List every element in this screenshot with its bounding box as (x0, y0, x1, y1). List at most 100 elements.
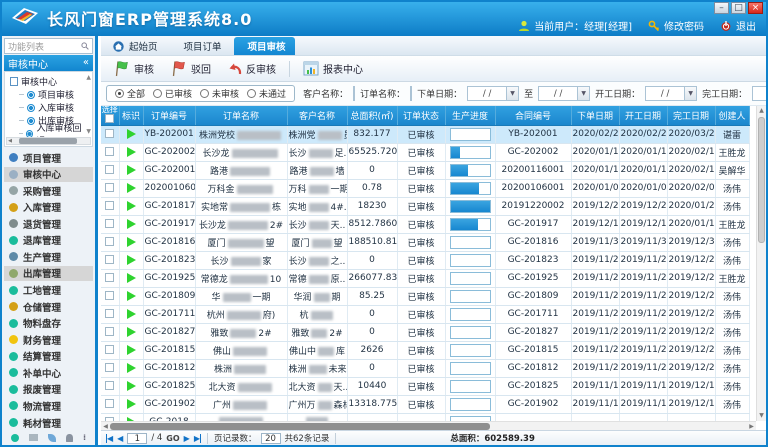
page-size-input[interactable]: 20 (260, 432, 281, 444)
column-status[interactable]: 订单状态 (397, 106, 446, 126)
column-select[interactable]: 选择 (101, 106, 120, 126)
scroll-left-icon[interactable]: ◀ (103, 422, 108, 430)
status-radio[interactable]: 未审核 (200, 87, 239, 100)
status-radio[interactable]: 全部 (115, 87, 145, 100)
tree-root-item[interactable]: 审核中心 (10, 75, 83, 88)
tree-item[interactable]: 项目审核 (19, 88, 83, 101)
select-all-checkbox[interactable] (105, 114, 115, 124)
row-checkbox[interactable] (105, 273, 115, 282)
sidebar-menu-item[interactable]: 物料盘存 (4, 316, 93, 331)
column-order-no[interactable]: 订单编号 (143, 106, 196, 126)
scroll-up-icon[interactable]: ▲ (759, 107, 764, 114)
column-customer[interactable]: 客户名称 (287, 106, 348, 126)
order-row[interactable]: GC-201902 广州 广州万森林 13318.775 已审核 GC-2019… (101, 395, 750, 414)
order-row[interactable]: GC-201825 北大资 北大资 天.. 10440 已审核 GC-201825… (101, 377, 750, 396)
sidebar-menu-item[interactable]: 项目管理 (4, 150, 93, 165)
status-radio[interactable]: 未通过 (247, 87, 286, 100)
last-page-button[interactable]: ▶ (193, 433, 201, 443)
scroll-left-icon[interactable]: ◀ (8, 138, 12, 144)
order-name-input[interactable] (410, 86, 413, 101)
row-checkbox[interactable] (105, 345, 115, 354)
more-icon[interactable]: ⁞ (82, 432, 87, 442)
minimize-button[interactable]: – (714, 2, 729, 14)
order-date-to-input[interactable]: / / ▼ (538, 86, 591, 101)
sidebar-menu-item[interactable]: 报废管理 (4, 382, 93, 397)
order-row[interactable]: GC-201816 厦门望 厦门望 188510.818 已审核 GC-2018… (101, 233, 750, 252)
row-checkbox[interactable] (105, 363, 115, 372)
go-button[interactable]: GO (166, 433, 180, 443)
sidebar-menu-item[interactable]: 结算管理 (4, 349, 93, 364)
scroll-down-icon[interactable]: ▼ (759, 412, 764, 419)
sidebar-menu-item[interactable]: 补单中心 (4, 365, 93, 380)
next-page-button[interactable]: ▶ (183, 433, 190, 443)
order-date-from-input[interactable]: / / ▼ (467, 86, 520, 101)
vertical-scrollbar[interactable]: ▲ ▼ (756, 106, 766, 421)
prev-page-button[interactable]: ◀ (117, 433, 124, 443)
column-start-date[interactable]: 开工日期 (619, 106, 668, 126)
reject-button[interactable]: 驳回 (163, 58, 218, 79)
calendar-dropdown-icon[interactable]: ▼ (506, 87, 519, 100)
calendar-dropdown-icon[interactable]: ▼ (684, 87, 697, 100)
row-checkbox[interactable] (105, 255, 115, 264)
order-row[interactable]: GC-202001 路港 路港墙 0 已审核 20200116001 2020/… (101, 161, 750, 180)
sidebar-menu-item[interactable]: 耗材管理 (4, 415, 93, 430)
column-contract-no[interactable]: 合同编号 (495, 106, 572, 126)
tab[interactable]: 起始页 × (104, 37, 167, 55)
column-order-date[interactable]: 下单日期 (571, 106, 620, 126)
scroll-thumb[interactable] (19, 138, 78, 144)
vertical-scroll-thumb[interactable] (758, 117, 765, 243)
cart-icon[interactable] (28, 434, 38, 441)
scroll-right-icon[interactable]: ▶ (749, 422, 754, 430)
calendar-dropdown-icon[interactable]: ▼ (577, 87, 590, 100)
row-checkbox[interactable] (105, 327, 115, 336)
order-row[interactable]: YB-202001 株洲党校 株洲党员.. 832.177 已审核 YB-202… (101, 125, 750, 144)
horizontal-scroll-thumb[interactable] (110, 422, 490, 430)
collapse-icon[interactable]: « (82, 57, 89, 68)
leaf-icon[interactable] (47, 433, 56, 442)
sidebar-menu-item[interactable]: 仓储管理 (4, 299, 93, 314)
row-checkbox[interactable] (105, 381, 115, 390)
close-button[interactable]: × (748, 2, 763, 14)
sidebar-menu-item[interactable]: 退货管理 (4, 216, 93, 231)
radio-icon[interactable] (115, 89, 124, 98)
column-flag[interactable]: 标识 (119, 106, 144, 126)
row-checkbox[interactable] (105, 309, 115, 318)
person-icon[interactable] (65, 433, 73, 442)
page-number-input[interactable]: 1 (127, 432, 148, 444)
sidebar-menu-item[interactable]: 审核中心 (4, 166, 93, 182)
customer-name-input[interactable] (353, 86, 356, 101)
column-creator[interactable]: 创建人 (715, 106, 750, 126)
radio-icon[interactable] (153, 89, 163, 98)
column-progress[interactable]: 生产进度 (445, 106, 496, 126)
row-checkbox[interactable] (105, 201, 115, 210)
order-row[interactable]: GC-201815 佛山 佛山中库 2626 已审核 GC-201815 201… (101, 341, 750, 360)
row-checkbox[interactable] (105, 291, 115, 300)
logout-button[interactable]: 退出 (720, 18, 756, 33)
maximize-button[interactable]: □ (731, 2, 746, 14)
column-area[interactable]: 总面积(㎡) (347, 106, 398, 126)
radio-icon[interactable] (200, 89, 210, 98)
row-checkbox[interactable] (105, 399, 115, 408)
reverse-audit-button[interactable]: 反审核 (220, 59, 283, 78)
function-search-input[interactable]: 功能列表 (4, 38, 93, 54)
row-checkbox[interactable] (105, 237, 115, 246)
radio-icon[interactable] (247, 89, 257, 98)
order-row[interactable]: GC-201809 华一期 华润期 85.25 已审核 GC-201809 20… (101, 287, 750, 306)
order-row[interactable]: GC-201711 杭州 府) 杭 0 已审核 GC-201711 2019/11… (101, 305, 750, 324)
audit-button[interactable]: 审核 (106, 58, 161, 79)
tab[interactable]: 项目订单 × (183, 42, 222, 53)
tree-item[interactable]: 入库审核 (19, 101, 83, 114)
report-center-button[interactable]: 报表中心 (296, 59, 370, 78)
horizontal-scrollbar[interactable]: ◀ ▶ (101, 421, 756, 430)
column-finish-date[interactable]: 完工日期 (667, 106, 716, 126)
tree-scroll-down-icon[interactable]: ▼ (86, 128, 91, 135)
status-radio[interactable]: 已审核 (153, 87, 192, 100)
change-password-button[interactable]: 修改密码 (648, 18, 704, 33)
first-page-button[interactable]: ◀ (106, 433, 114, 443)
sidebar-menu-item[interactable]: 生产管理 (4, 249, 93, 264)
tree-horizontal-scrollbar[interactable]: ◀ (6, 137, 91, 145)
tree-scroll-up-icon[interactable]: ▲ (86, 74, 91, 81)
